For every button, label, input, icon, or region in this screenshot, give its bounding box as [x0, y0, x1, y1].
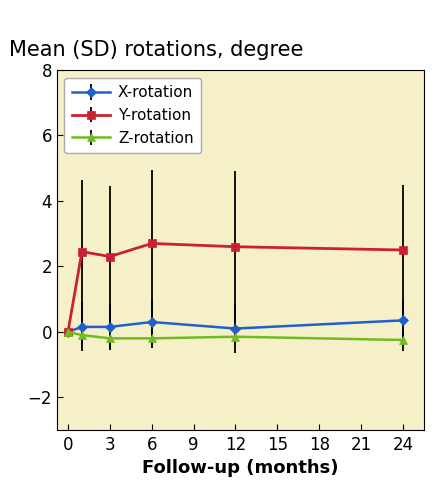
Legend: X-rotation, Y-rotation, Z-rotation: X-rotation, Y-rotation, Z-rotation: [64, 78, 201, 153]
X-axis label: Follow-up (months): Follow-up (months): [142, 459, 339, 477]
Text: Mean (SD) rotations, degree: Mean (SD) rotations, degree: [9, 40, 303, 60]
